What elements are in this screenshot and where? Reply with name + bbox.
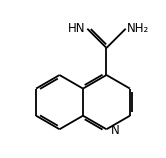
Text: HN: HN [68,22,86,35]
Text: N: N [111,124,120,137]
Text: NH₂: NH₂ [127,22,149,35]
